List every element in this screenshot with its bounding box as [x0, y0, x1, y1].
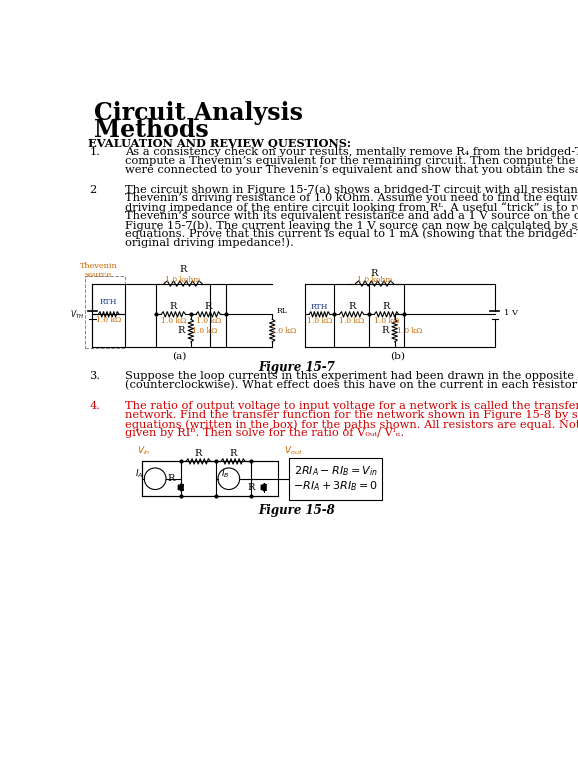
Text: Thevenin’s source with its equivalent resistance and add a 1 V source on the out: Thevenin’s source with its equivalent re…	[125, 211, 578, 221]
Bar	[84, 276, 125, 349]
Text: As a consistency check on your results, mentally remove R₄ from the bridged-T ci: As a consistency check on your results, …	[125, 147, 578, 157]
Text: Thevenin’s driving resistance of 1.0 kOhm. Assume you need to find the equivalen: Thevenin’s driving resistance of 1.0 kOh…	[125, 194, 578, 204]
Text: 4.: 4.	[89, 401, 101, 412]
Text: R: R	[167, 475, 175, 483]
Text: RL: RL	[277, 307, 288, 314]
Text: (counterclockwise). What effect does this have on the current in each resistor?: (counterclockwise). What effect does thi…	[125, 380, 578, 391]
Text: Thevenin
source: Thevenin source	[80, 262, 117, 279]
Text: R: R	[371, 269, 378, 278]
Text: compute a Thevenin’s equivalent for the remaining circuit. Then compute the curr: compute a Thevenin’s equivalent for the …	[125, 156, 578, 166]
Text: $I_B$: $I_B$	[221, 468, 229, 480]
Text: EVALUATION AND REVIEW QUESTIONS:: EVALUATION AND REVIEW QUESTIONS:	[88, 138, 351, 149]
Text: $V_{out}$: $V_{out}$	[284, 444, 302, 457]
Text: R: R	[205, 302, 212, 311]
Text: RTH: RTH	[100, 298, 117, 306]
Text: equations. Prove that this current is equal to 1 mA (showing that the bridged-T : equations. Prove that this current is eq…	[125, 229, 578, 240]
Text: Figure 15-7: Figure 15-7	[258, 360, 335, 373]
Bar	[289, 457, 382, 500]
Text: The circuit shown in Figure 15-7(a) shows a bridged-T circuit with all resistanc: The circuit shown in Figure 15-7(a) show…	[125, 184, 578, 195]
Text: 1 V: 1 V	[504, 309, 518, 317]
Text: R: R	[170, 302, 177, 311]
Text: 2: 2	[89, 184, 97, 194]
Text: 1.0 kΩ: 1.0 kΩ	[398, 327, 423, 335]
Text: 1.0 kΩ: 1.0 kΩ	[307, 317, 332, 325]
Text: R: R	[383, 302, 390, 311]
Text: 1.0 kΩ: 1.0 kΩ	[374, 317, 399, 325]
Text: 1.0 kΩ: 1.0 kΩ	[339, 317, 364, 325]
Text: 1.0 kΩ: 1.0 kΩ	[192, 327, 217, 335]
Text: (b): (b)	[390, 352, 405, 360]
Text: 3.: 3.	[89, 371, 101, 381]
Text: Circuit Analysis: Circuit Analysis	[94, 101, 303, 125]
Text: R: R	[247, 483, 254, 492]
Text: $-RI_A + 3RI_B = 0$: $-RI_A + 3RI_B = 0$	[293, 479, 378, 493]
Text: were connected to your Thevenin’s equivalent and show that you obtain the same I: were connected to your Thevenin’s equiva…	[125, 165, 578, 175]
Text: $I_A$: $I_A$	[135, 468, 144, 480]
Text: 1.0 kΩ: 1.0 kΩ	[271, 327, 297, 335]
Text: R: R	[179, 265, 187, 274]
Text: 1.: 1.	[89, 147, 101, 157]
Text: R: R	[195, 449, 202, 458]
Text: given by RIᴮ. Then solve for the ratio of V₀ᵤₜ/ Vᴵₙ.: given by RIᴮ. Then solve for the ratio o…	[125, 428, 404, 438]
Text: RTH: RTH	[311, 303, 328, 310]
Text: R: R	[348, 302, 355, 311]
Text: Figure 15-7(b). The current leaving the 1 V source can now be calculated by sett: Figure 15-7(b). The current leaving the …	[125, 220, 578, 230]
Text: Methods: Methods	[94, 118, 209, 142]
Text: (a): (a)	[172, 352, 186, 360]
Text: 1.0 kohm: 1.0 kohm	[165, 276, 201, 285]
Text: driving impedance of the entire circuit looking from Rᴸ. A useful “trick” is to : driving impedance of the entire circuit …	[125, 202, 578, 213]
Text: 1.0 kΩ: 1.0 kΩ	[161, 317, 186, 325]
Text: Figure 15-8: Figure 15-8	[258, 504, 335, 517]
Bar	[142, 461, 277, 496]
Text: 1.0 kΩ: 1.0 kΩ	[195, 317, 221, 325]
Text: R: R	[229, 449, 237, 458]
Text: R: R	[381, 326, 388, 335]
Text: 1.0 kohm: 1.0 kohm	[357, 276, 392, 285]
Text: 1.0 kΩ: 1.0 kΩ	[96, 316, 121, 324]
Text: original driving impedance!).: original driving impedance!).	[125, 238, 294, 248]
Text: $V_{in}$: $V_{in}$	[137, 444, 150, 457]
Text: $V_{TH}$: $V_{TH}$	[71, 308, 84, 321]
Text: R: R	[177, 326, 184, 335]
Text: The ratio of output voltage to input voltage for a network is called the transfe: The ratio of output voltage to input vol…	[125, 401, 578, 412]
Text: $2RI_A - RI_B = V_{in}$: $2RI_A - RI_B = V_{in}$	[294, 464, 377, 478]
Text: network. Find the transfer function for the network shown in Figure 15-8 by solv: network. Find the transfer function for …	[125, 410, 578, 420]
Text: equations (written in the box) for the paths shown. All resistors are equal. Not: equations (written in the box) for the p…	[125, 419, 578, 429]
Text: Suppose the loop currents in this experiment had been drawn in the opposite dire: Suppose the loop currents in this experi…	[125, 371, 578, 381]
